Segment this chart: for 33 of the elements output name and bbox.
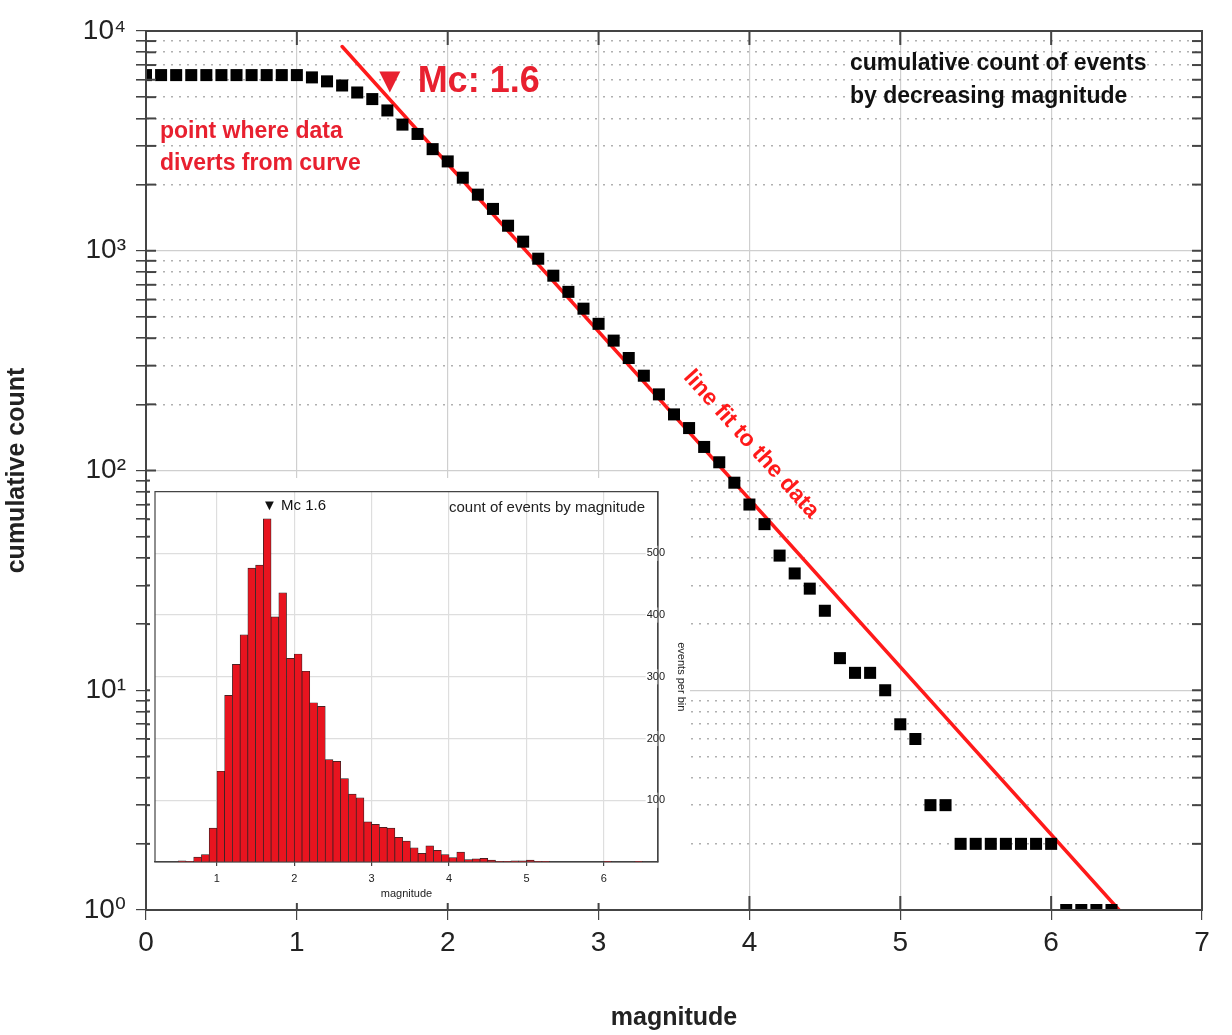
- annotation: count of events by magnitude: [449, 498, 645, 515]
- x-tick-label: 1: [289, 925, 305, 957]
- y-tick-label: 300: [646, 669, 665, 682]
- y-axis-title: events per bin: [676, 642, 689, 712]
- y-tick-label: 100: [646, 793, 665, 806]
- x-tick-label: 2: [439, 925, 456, 957]
- x-tick-label: 4: [741, 925, 758, 957]
- x-tick-label: 4: [446, 871, 453, 884]
- y-tick-label: 500: [646, 546, 665, 559]
- x-axis-title: magnitude: [610, 1001, 738, 1030]
- x-axis-title: magnitude: [380, 887, 433, 900]
- x-tick-label: 2: [291, 871, 298, 884]
- x-tick-label: 6: [1043, 925, 1059, 957]
- x-tick-label: 7: [1194, 925, 1210, 957]
- x-tick-label: 3: [368, 871, 375, 884]
- y-axis-title: cumulative count: [0, 367, 29, 574]
- y-tick-label: 10⁰: [83, 892, 126, 924]
- x-tick-label: 3: [590, 925, 607, 957]
- annotation: ▼ Mc: 1.6: [372, 59, 540, 100]
- x-tick-label: 0: [138, 925, 154, 957]
- y-tick-label: 400: [646, 608, 665, 621]
- x-tick-label: 5: [892, 925, 909, 957]
- annotation: ▼ Mc 1.6: [262, 496, 327, 513]
- annotation: point where data diverts from curve: [160, 117, 361, 175]
- y-tick-label: 10²: [85, 453, 126, 485]
- y-tick-label: 200: [646, 731, 665, 744]
- y-tick-label: 10³: [85, 233, 126, 265]
- x-tick-label: 1: [213, 871, 220, 884]
- annotation: cumulative count of events by decreasing magnitude: [850, 49, 1147, 108]
- y-tick-label: 10¹: [85, 672, 126, 704]
- y-tick-label: 10⁴: [82, 13, 126, 45]
- x-tick-label: 5: [523, 871, 530, 884]
- x-tick-label: 6: [600, 871, 607, 884]
